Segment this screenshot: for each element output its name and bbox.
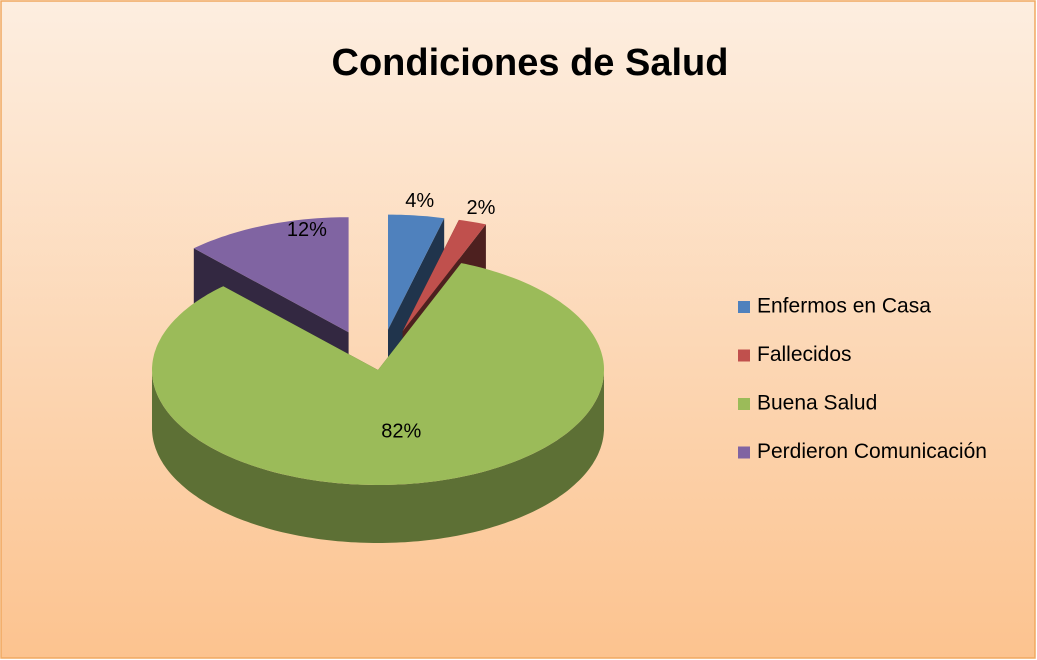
legend-label: Enfermos en Casa [757,295,931,318]
chart-title: Condiciones de Salud [332,42,729,84]
data-label: 2% [466,197,495,219]
data-label: 82% [381,420,421,442]
pie-slice [152,263,604,485]
legend-swatch [738,301,750,313]
pie-slice [193,217,349,333]
data-label: 12% [287,219,327,241]
legend-label: Perdieron Comunicación [757,440,987,463]
legend-label: Buena Salud [757,392,877,415]
legend-swatch [738,349,750,362]
pie-slice [402,219,486,332]
pie-slice [388,214,445,330]
pie-slice-side [152,370,604,543]
legend-label: Fallecidos [757,343,852,366]
legend-swatch [738,398,750,410]
legend-swatch [738,446,750,459]
data-label: 4% [405,190,434,212]
